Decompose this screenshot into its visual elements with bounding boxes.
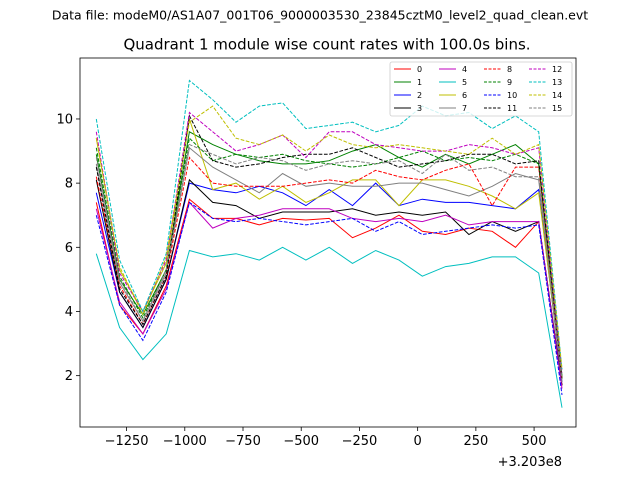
y-axis: 2 4 6 8 10 [56,112,80,384]
series-line-11 [95,114,563,379]
y-tick-label: 6 [65,241,73,256]
x-tick-label: −250 [342,434,378,449]
x-axis: −1250 −1000 −750 −500 −250 0 250 500 [105,427,547,449]
series-line-15 [95,143,563,379]
series-line-3 [95,178,563,386]
series-line-13 [95,79,563,370]
figure-suptitle: Data file: modeM0/AS1A07_001T06_90000035… [52,8,588,23]
legend-label-9: 9 [507,78,512,87]
legend-label-11: 11 [507,104,517,113]
y-tick-label: 4 [65,305,73,320]
chart-title: Quadrant 1 module wise count rates with … [123,36,530,54]
x-tick-label: −500 [283,434,319,449]
legend-label-13: 13 [552,78,562,87]
x-tick-label: −1000 [163,434,207,449]
legend-label-2: 2 [417,91,422,100]
legend-label-12: 12 [552,65,562,74]
y-tick-label: 10 [56,112,73,127]
x-tick-label: −1250 [105,434,149,449]
legend-label-15: 15 [552,104,562,113]
legend-label-3: 3 [417,104,422,113]
legend-label-8: 8 [507,65,512,74]
series-line-5 [95,246,563,408]
x-tick-label: 500 [522,434,547,449]
series-line-2 [95,182,563,383]
axes-frame [79,57,577,428]
legend-label-7: 7 [462,104,467,113]
x-tick-label: 0 [414,434,422,449]
y-tick-label: 2 [65,369,73,384]
legend-label-1: 1 [417,78,422,87]
x-offset-label: +3.203e8 [498,455,562,470]
x-tick-label: 250 [463,434,488,449]
legend-label-5: 5 [462,78,467,87]
plot-lines [95,79,563,408]
legend-label-0: 0 [417,65,422,74]
series-line-0 [95,198,563,386]
legend-label-6: 6 [462,91,467,100]
legend-box [389,61,573,117]
series-line-10 [95,201,563,395]
x-tick-label: −750 [225,434,261,449]
axes-border [79,57,577,428]
series-line-7 [95,146,563,383]
series-line-6 [95,118,563,379]
series-line-4 [95,201,563,389]
series-line-8 [95,156,563,379]
legend-label-10: 10 [507,91,517,100]
series-line-1 [95,131,563,379]
series-line-14 [95,105,563,370]
y-tick-label: 8 [65,177,73,192]
legend-label-14: 14 [552,91,562,100]
legend-label-4: 4 [462,65,467,74]
